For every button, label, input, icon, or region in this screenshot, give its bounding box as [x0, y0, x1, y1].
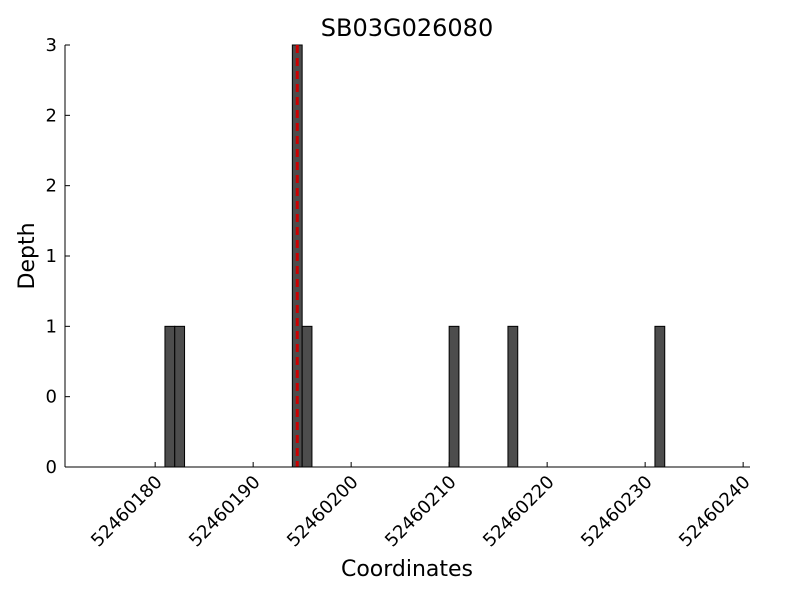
x-tick-label: 52460240 [675, 472, 755, 552]
y-tick-label: 0 [46, 457, 57, 478]
bar [301, 325, 313, 468]
chart-title: SB03G026080 [321, 14, 493, 42]
x-tick-label: 52460190 [185, 472, 265, 552]
x-tick-label: 52460230 [577, 472, 657, 552]
x-tick-label: 52460200 [283, 472, 363, 552]
y-tick-label: 2 [46, 176, 57, 197]
x-tick-label: 52460210 [381, 472, 461, 552]
y-tick-label: 0 [46, 387, 57, 408]
x-tick-label: 52460220 [479, 472, 559, 552]
x-tick-label: 52460180 [87, 472, 167, 552]
bar [174, 325, 186, 468]
y-tick-label: 1 [46, 246, 57, 267]
x-axis-label: Coordinates [341, 557, 473, 582]
bar [448, 325, 460, 468]
bar [654, 325, 666, 468]
y-axis-label: Depth [15, 222, 40, 289]
y-tick-label: 1 [46, 316, 57, 337]
y-tick-label: 3 [46, 35, 57, 56]
bar [507, 325, 519, 468]
y-tick-label: 2 [46, 105, 57, 126]
bar [164, 325, 176, 468]
